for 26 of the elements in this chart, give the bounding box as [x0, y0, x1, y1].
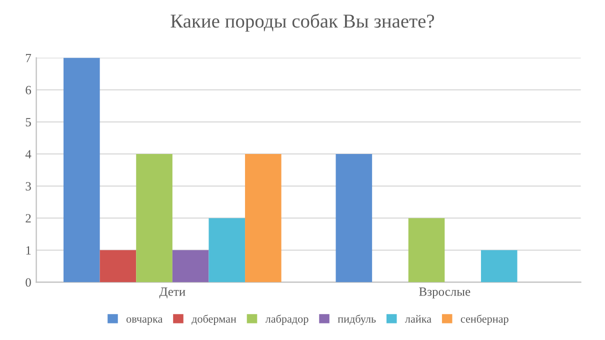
legend-label: лабрадор	[265, 314, 308, 325]
y-tick-label: 7	[26, 54, 32, 62]
legend-label: овчарка	[126, 317, 163, 325]
x-tick-label: Дети	[159, 288, 186, 298]
bar	[480, 250, 518, 282]
legend-label: доберман	[192, 314, 236, 325]
bar	[245, 154, 282, 282]
chart-title: Какие породы собак Вы знаете?	[170, 14, 434, 32]
bar	[408, 218, 445, 282]
y-tick-label: 2	[26, 214, 31, 222]
bar	[208, 218, 246, 282]
y-tick-label: 4	[25, 150, 32, 158]
bar	[100, 250, 136, 282]
x-tick-label: Взрослые	[419, 288, 470, 298]
bar	[64, 58, 100, 282]
bar	[336, 154, 372, 282]
bar	[172, 250, 209, 282]
y-tick-label: 5	[26, 118, 31, 126]
y-tick-label: 1	[26, 246, 31, 254]
legend-label: сенбернар	[460, 314, 508, 325]
bar	[136, 154, 172, 282]
y-tick-label: 6	[26, 86, 32, 94]
y-tick-label: 0	[26, 278, 31, 287]
legend-label: пидбуль	[338, 314, 376, 325]
y-tick-label: 3	[26, 182, 31, 190]
legend-label: лайка	[405, 314, 432, 323]
